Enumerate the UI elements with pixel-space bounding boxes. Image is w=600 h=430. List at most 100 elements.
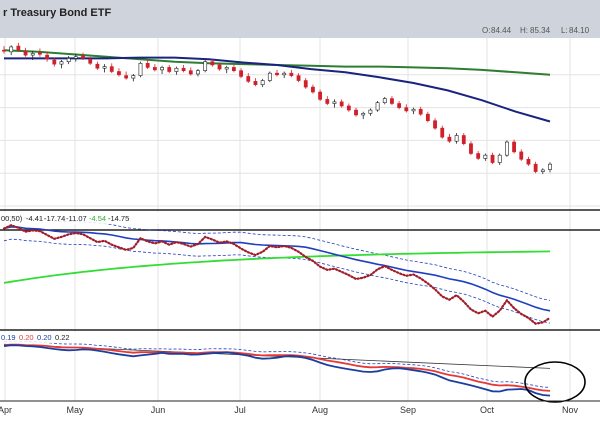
indicator-value-1: -4.41	[26, 214, 43, 223]
candle-body	[231, 67, 236, 71]
indicator-dotted-line	[2, 224, 552, 325]
candle-body	[160, 67, 164, 71]
ohlc-high-label: H:	[520, 26, 528, 35]
candle-body	[476, 153, 481, 159]
candle-body	[38, 52, 42, 55]
candle-body	[504, 141, 509, 156]
candle-body	[275, 72, 279, 76]
candle-body	[253, 81, 258, 85]
candle-body	[224, 67, 229, 70]
bottom-panel: 0.19 0.20 0.20 0.22	[0, 331, 600, 403]
month-label-apr: Apr	[0, 405, 12, 415]
header-bar	[0, 0, 600, 38]
highlight-circle	[524, 361, 586, 403]
bottom-value-4: 0.22	[55, 333, 70, 342]
candle-body	[354, 109, 358, 116]
month-label-jun: Jun	[151, 405, 166, 415]
candle-body	[368, 109, 373, 114]
candle-body	[440, 127, 445, 138]
candle-body	[73, 56, 78, 59]
candle-body	[188, 70, 193, 75]
candle-body	[433, 120, 437, 129]
candle-body	[167, 67, 172, 72]
price-candles	[2, 42, 552, 175]
candle-body	[497, 154, 502, 163]
candle-body	[382, 98, 387, 103]
bottom-envelope-line	[3, 340, 551, 388]
candle-body	[16, 45, 21, 51]
candle-body	[303, 80, 308, 88]
indicator-envelope-lower	[3, 238, 551, 324]
candle-body	[138, 63, 143, 76]
candle-body	[404, 107, 409, 112]
candle-body	[124, 75, 129, 79]
candle-body	[246, 76, 251, 82]
candle-body	[469, 143, 473, 154]
candle-body	[81, 55, 85, 59]
candle-body	[181, 67, 186, 71]
month-label-oct: Oct	[480, 405, 495, 415]
candle-body	[339, 101, 344, 107]
candle-body	[66, 58, 71, 62]
month-label-may: May	[66, 405, 84, 415]
candle-body	[95, 63, 100, 69]
candle-body	[325, 99, 330, 104]
candle-body	[239, 70, 243, 77]
candle-body	[361, 113, 366, 116]
candle-body	[267, 72, 272, 81]
ohlc-low-value: 84.10	[569, 26, 590, 35]
candle-body	[411, 108, 416, 112]
indicator-blue-line	[3, 226, 551, 312]
indicator-value-4: -4.54	[89, 214, 106, 223]
candle-body	[260, 80, 265, 85]
bottom-value-3: 0.20	[37, 333, 52, 342]
bottom-red-line	[3, 343, 551, 392]
candle-body	[102, 66, 107, 69]
candle-body	[117, 71, 121, 76]
bottom-value-1: 0.19	[1, 333, 16, 342]
bottom-blue-line	[3, 344, 551, 397]
candle-body	[526, 158, 531, 165]
bottom-value-2: 0.20	[19, 333, 34, 342]
ohlc-low-label: L:	[561, 26, 568, 35]
candle-body	[418, 108, 423, 115]
candle-body	[519, 151, 524, 160]
indicator-value-5: -14.75	[108, 214, 129, 223]
chart-title: r Treasury Bond ETF	[3, 7, 111, 19]
candle-body	[9, 46, 14, 53]
ohlc-open-label: O:	[482, 26, 490, 35]
indicator-label: 00,50)	[1, 214, 23, 223]
candle-body	[397, 103, 402, 108]
candle-body	[152, 67, 157, 71]
indicator-value-3: -11.07	[66, 214, 87, 223]
x-axis-months: Apr May Jun Jul Aug Sep Oct Nov	[0, 405, 578, 415]
ohlc-open-value: 84.44	[491, 26, 512, 35]
candle-body	[447, 136, 452, 142]
candle-body	[346, 105, 351, 111]
month-label-sep: Sep	[400, 405, 416, 415]
candle-body	[461, 135, 466, 144]
candle-body	[2, 49, 6, 52]
candle-body	[296, 75, 301, 81]
candle-body	[109, 66, 114, 72]
candle-body	[174, 67, 179, 72]
candle-body	[203, 61, 208, 71]
indicator-value-2: -17.74	[44, 214, 65, 223]
candle-body	[318, 91, 323, 100]
candle-body	[548, 163, 552, 170]
indicator-green-line	[3, 250, 551, 284]
candle-body	[131, 75, 136, 79]
price-panel	[0, 38, 600, 210]
candle-body	[210, 61, 215, 66]
candle-body	[217, 64, 222, 70]
month-label-aug: Aug	[312, 405, 328, 415]
candle-body	[540, 169, 545, 172]
candle-body	[512, 141, 516, 153]
candle-body	[289, 72, 294, 76]
candle-body	[390, 98, 394, 104]
candle-body	[45, 54, 50, 60]
candle-body	[23, 50, 28, 56]
price-ma-short-line	[4, 56, 551, 123]
indicator-panel: 00,50) -4.41 -17.74 -11.07 -4.54 -14.75	[0, 211, 600, 330]
